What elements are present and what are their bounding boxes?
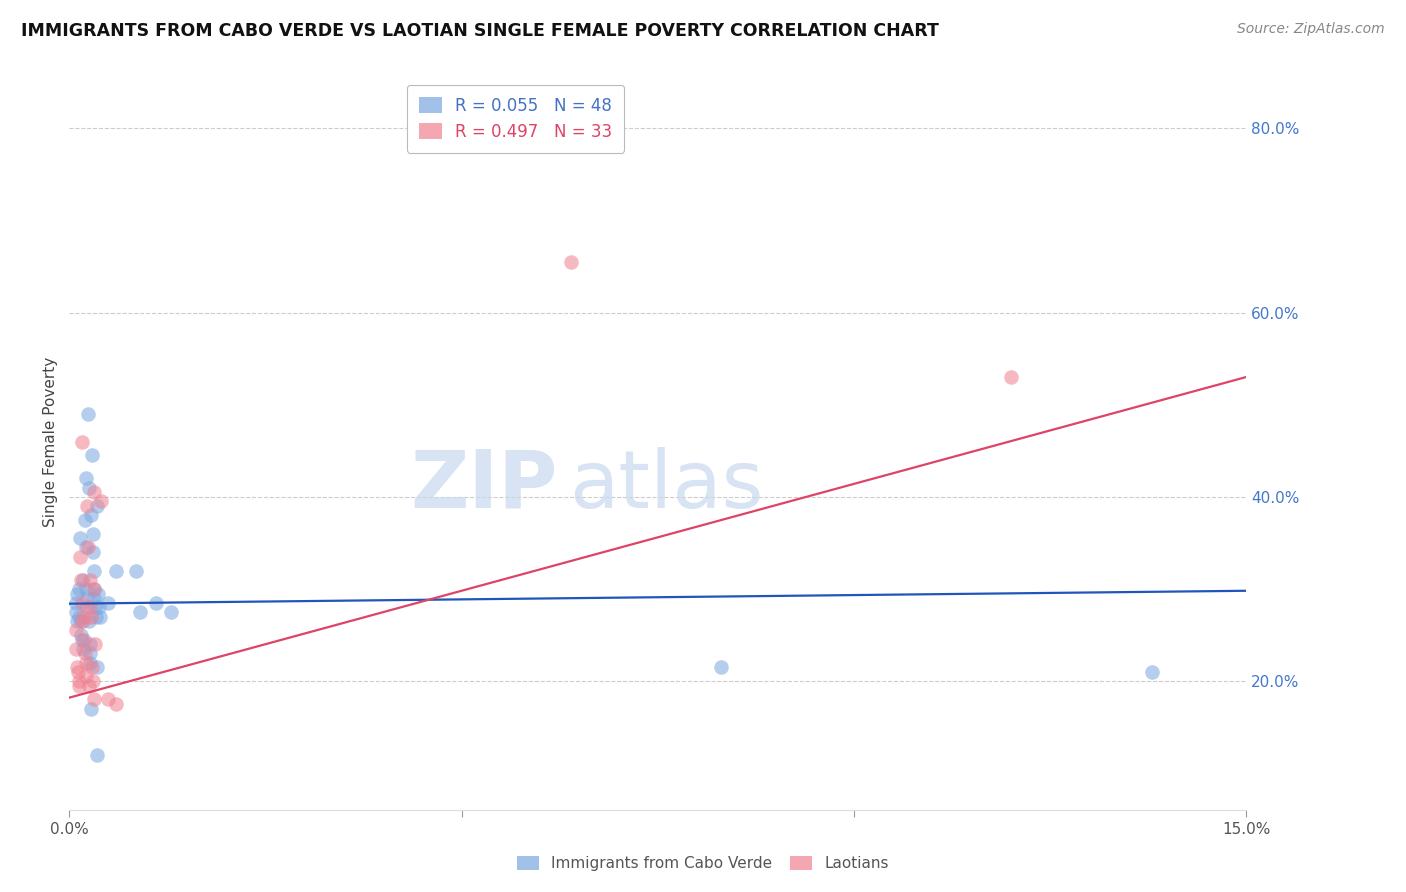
Point (80, 660, 103, 674)
Point (97, 596, 120, 610)
Point (105, 564, 128, 578)
Point (73, 632, 96, 647)
Point (82, 674, 104, 689)
Point (70, 628, 93, 642)
Point (70, 596, 93, 610)
Point (79, 600, 101, 615)
Point (128, 605, 150, 619)
Point (145, 596, 167, 610)
Point (160, 605, 183, 619)
Point (83, 485, 105, 500)
Point (77, 481, 100, 495)
Point (70, 614, 93, 628)
Point (77, 541, 100, 555)
Point (76, 669, 98, 683)
Point (76, 591, 98, 606)
Point (65, 641, 87, 656)
Point (70, 632, 93, 647)
Point (65, 605, 87, 619)
Point (76, 582, 98, 596)
Point (105, 697, 128, 711)
Point (66, 586, 89, 600)
Point (86, 499, 108, 513)
Point (76, 600, 98, 615)
Point (75, 541, 97, 555)
Point (87, 600, 110, 615)
Point (82, 526, 104, 541)
Point (65, 624, 87, 638)
Point (66, 660, 89, 674)
Point (67, 674, 90, 689)
Point (83, 692, 105, 706)
Point (76, 471, 98, 485)
Point (83, 591, 105, 606)
Point (709, 660, 731, 674)
Point (76, 499, 98, 513)
Legend: R = 0.055   N = 48, R = 0.497   N = 33: R = 0.055 N = 48, R = 0.497 N = 33 (408, 85, 624, 153)
Text: IMMIGRANTS FROM CABO VERDE VS LAOTIAN SINGLE FEMALE POVERTY CORRELATION CHART: IMMIGRANTS FROM CABO VERDE VS LAOTIAN SI… (21, 22, 939, 40)
Point (67, 679, 90, 693)
Point (77, 407, 100, 421)
Point (80, 609, 103, 624)
Point (80, 702, 103, 716)
Point (1000, 370, 1022, 384)
Point (86, 660, 108, 674)
Point (90, 494, 112, 508)
Point (84, 637, 107, 651)
Point (67, 582, 90, 596)
Point (67, 609, 90, 624)
Point (66, 614, 89, 628)
Point (80, 448, 103, 462)
Point (73, 647, 96, 661)
Point (77, 614, 100, 628)
Point (1140, 665, 1163, 679)
Point (83, 564, 105, 578)
Point (79, 573, 101, 587)
Point (84, 600, 107, 615)
Point (72, 573, 94, 587)
Point (87, 586, 110, 600)
Point (72, 609, 94, 624)
Point (69, 549, 91, 564)
Point (72, 614, 94, 628)
Text: atlas: atlas (569, 447, 763, 524)
Point (86, 747, 108, 762)
Point (77, 679, 100, 693)
Point (70, 573, 93, 587)
Point (66, 665, 89, 679)
Point (79, 656, 101, 670)
Point (79, 637, 101, 651)
Point (125, 564, 148, 578)
Point (69, 531, 91, 545)
Text: ZIP: ZIP (411, 447, 558, 524)
Point (75, 656, 97, 670)
Point (70, 434, 93, 449)
Point (72, 641, 94, 656)
Point (97, 692, 120, 706)
Point (83, 582, 105, 596)
Legend: Immigrants from Cabo Verde, Laotians: Immigrants from Cabo Verde, Laotians (512, 849, 894, 877)
Point (65, 596, 87, 610)
Point (82, 545, 104, 559)
Text: Source: ZipAtlas.com: Source: ZipAtlas.com (1237, 22, 1385, 37)
Point (73, 513, 96, 527)
Point (80, 508, 103, 523)
Point (79, 647, 101, 661)
Point (560, 255, 582, 269)
Point (83, 582, 105, 596)
Y-axis label: Single Female Poverty: Single Female Poverty (44, 357, 58, 526)
Point (89, 609, 111, 624)
Point (84, 609, 107, 624)
